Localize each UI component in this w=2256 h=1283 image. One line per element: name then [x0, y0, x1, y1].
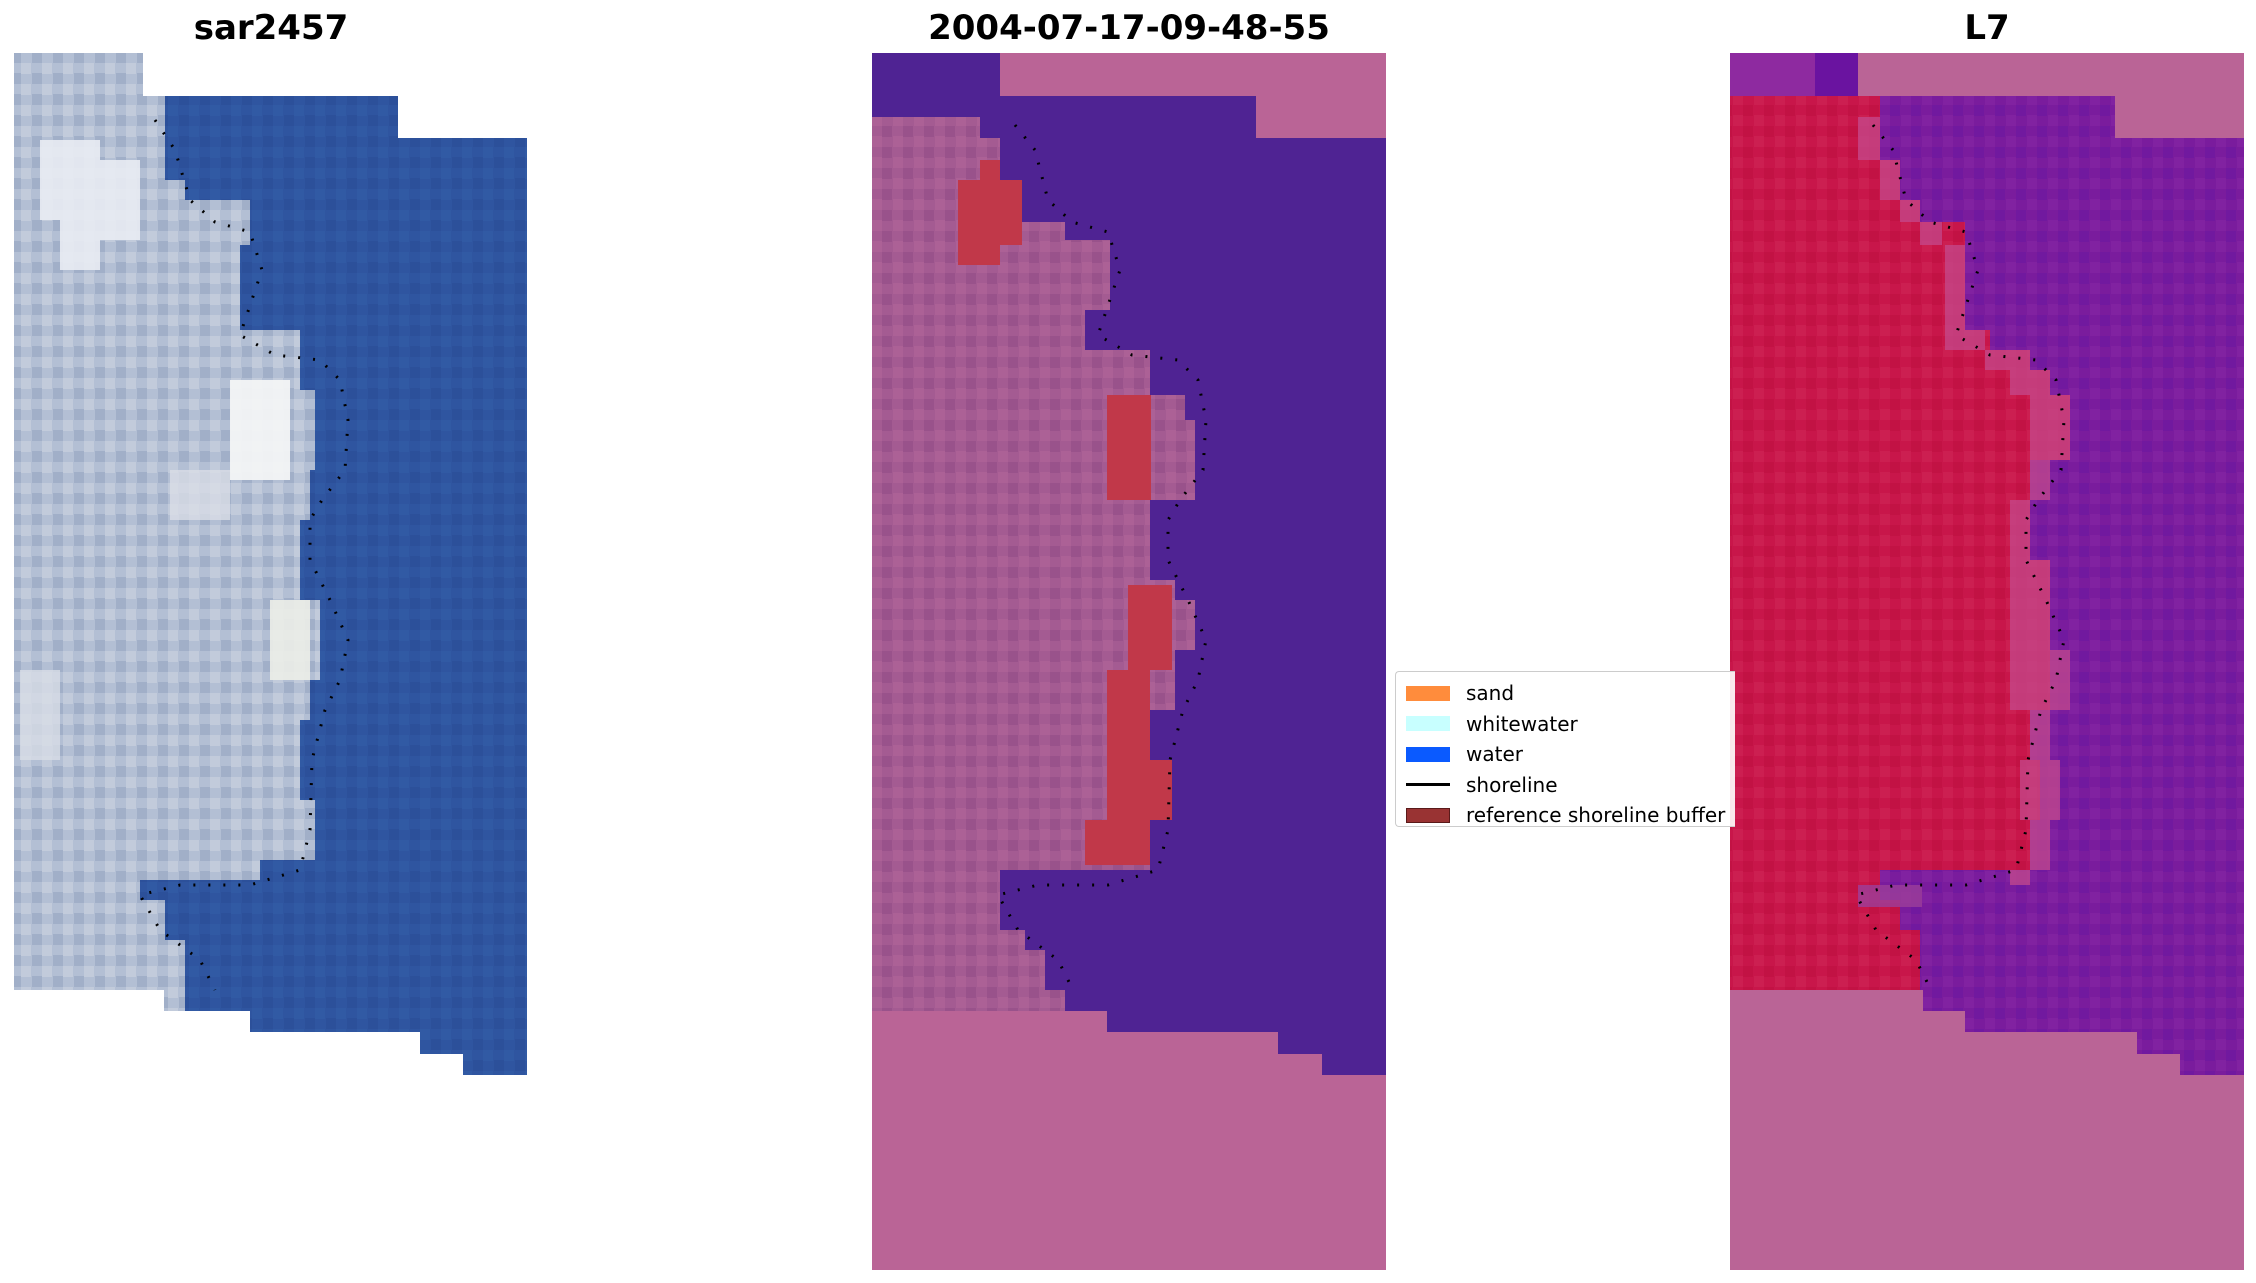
rgb-land-area — [14, 53, 320, 1011]
legend: sand whitewater water shoreline referenc… — [1395, 671, 1735, 827]
rgb-bright-patch — [20, 670, 60, 760]
legend-item-shoreline: shoreline — [1406, 770, 1735, 801]
panel-title-date: 2004-07-17-09-48-55 — [928, 8, 1330, 48]
legend-swatch-water — [1406, 746, 1450, 762]
legend-label: reference shoreline buffer — [1466, 803, 1726, 827]
rgb-image-panel — [14, 53, 527, 1075]
legend-swatch-whitewater — [1406, 716, 1450, 732]
legend-label: sand — [1466, 681, 1515, 706]
legend-item-sand: sand — [1406, 678, 1735, 709]
classified-buffer — [1085, 585, 1172, 865]
classified-panel — [872, 53, 1386, 1270]
legend-label: water — [1466, 742, 1523, 767]
index-land — [1730, 96, 2070, 990]
legend-line-shoreline — [1406, 777, 1450, 792]
panel-title-rgb: sar2457 — [193, 8, 349, 48]
legend-swatch-sand — [1406, 685, 1450, 701]
classified-buffer — [1107, 395, 1151, 500]
legend-item-whitewater: whitewater — [1406, 709, 1735, 740]
panel-title-index: L7 — [1964, 8, 2010, 48]
legend-label: whitewater — [1466, 711, 1578, 736]
classified-buffer — [958, 160, 1022, 265]
index-transition — [1858, 885, 1922, 907]
rgb-bright-patch — [230, 380, 290, 480]
index-transition — [1858, 117, 2070, 885]
rgb-bright-patch — [270, 600, 310, 680]
legend-item-water: water — [1406, 739, 1735, 770]
legend-swatch-buffer — [1406, 807, 1450, 823]
index-water-corner — [1815, 53, 1858, 96]
rgb-bright-patch — [170, 470, 230, 520]
index-panel — [1730, 53, 2244, 1270]
legend-label: shoreline — [1466, 772, 1558, 797]
rgb-bright-patch — [40, 140, 140, 270]
legend-item-buffer: reference shoreline buffer — [1406, 800, 1735, 827]
